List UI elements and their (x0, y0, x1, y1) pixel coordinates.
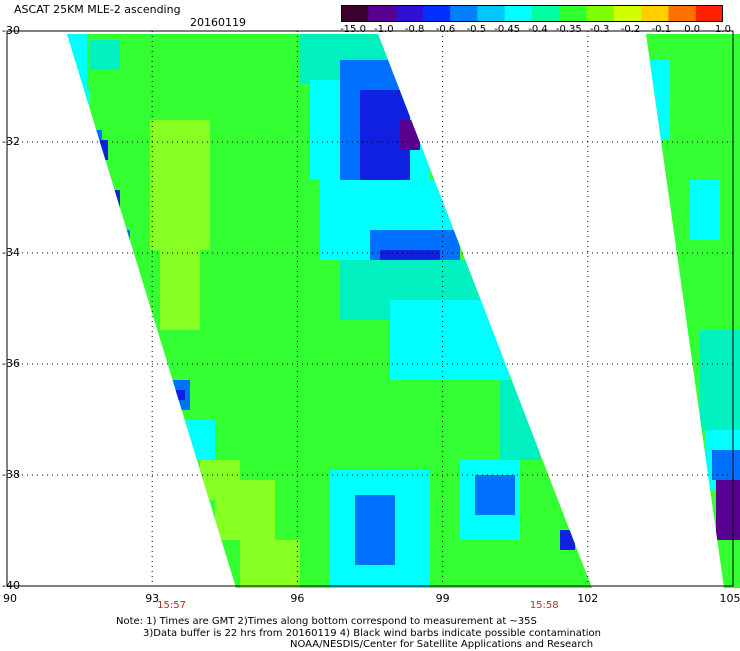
wind-field-cell (650, 60, 670, 140)
swath-left (60, 30, 600, 590)
wind-field-cell (100, 140, 108, 160)
swath-right (640, 30, 740, 590)
wind-field-cell (500, 380, 540, 460)
wind-field-cell (560, 530, 575, 550)
latitude-tick-label: -34 (2, 247, 20, 259)
latitude-tick-label: -30 (2, 25, 20, 37)
wind-field-cell (185, 420, 215, 460)
wind-field-cell (175, 390, 185, 400)
wind-field-cell (700, 330, 740, 430)
wind-field-cell (215, 480, 275, 540)
longitude-tick-label: 96 (290, 593, 304, 605)
wind-field-cell (90, 40, 120, 70)
wind-field-cell (110, 190, 120, 220)
latitude-tick-label: -40 (2, 580, 20, 592)
wind-field-cell (400, 120, 420, 150)
longitude-tick-label: 102 (577, 593, 598, 605)
wind-field-cell (67, 34, 87, 94)
wind-field-cell (75, 90, 90, 130)
latitude-tick-label: -36 (2, 358, 20, 370)
longitude-tick-label: 90 (3, 593, 17, 605)
longitude-tick-label: 105 (720, 593, 740, 605)
wind-field-cell (120, 230, 130, 240)
wind-field-cell (716, 480, 740, 540)
latitude-tick-label: -32 (2, 136, 20, 148)
latitude-tick-label: -38 (2, 469, 20, 481)
wind-field-cell (475, 475, 515, 515)
wind-field-cell (690, 180, 720, 240)
note-line-3: NOAA/NESDIS/Center for Satellite Applica… (290, 639, 593, 651)
wind-field-cell (92, 130, 102, 160)
wind-field-cell (712, 450, 740, 480)
wind-field-cell (150, 120, 210, 250)
longitude-tick-label: 99 (436, 593, 450, 605)
pass-time-label: 15:58 (530, 600, 559, 611)
note-line-1: Note: 1) Times are GMT 2)Times along bot… (116, 616, 537, 628)
pass-time-label: 15:57 (157, 600, 186, 611)
wind-field-cell (240, 540, 300, 588)
wind-field-cell (160, 250, 200, 330)
wind-field-cell (355, 495, 395, 565)
wind-field-cell (390, 300, 510, 380)
